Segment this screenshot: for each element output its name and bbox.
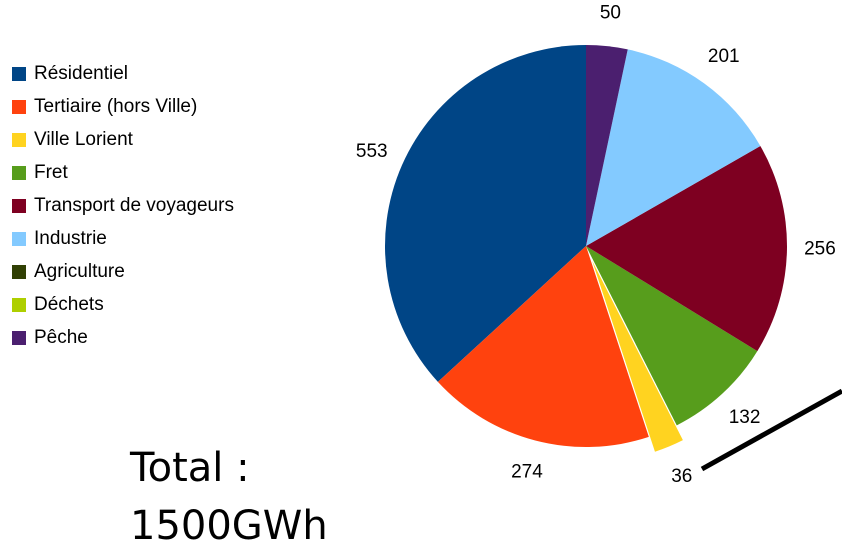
pie-slice	[385, 45, 586, 382]
data-label: 256	[804, 238, 836, 259]
pie-slice	[586, 45, 628, 246]
legend-swatch	[12, 265, 26, 279]
legend-label: Déchets	[34, 294, 104, 315]
pie-slice	[586, 246, 758, 426]
legend-label: Transport de voyageurs	[34, 195, 234, 216]
annotation: 1500GWh	[130, 503, 328, 547]
pie-slice	[437, 246, 649, 447]
legend-swatch	[12, 67, 26, 81]
pie-slice	[586, 145, 787, 352]
data-label: 201	[708, 46, 740, 67]
legend-swatch	[12, 331, 26, 345]
data-label: 132	[729, 407, 761, 428]
data-label: 50	[600, 2, 621, 23]
legend-label: Agriculture	[34, 261, 125, 282]
legend-label: Résidentiel	[34, 63, 128, 84]
annotation: Total :	[129, 445, 250, 491]
legend-swatch	[12, 100, 26, 114]
legend-label: Industrie	[34, 228, 107, 249]
legend-swatch	[12, 298, 26, 312]
legend-swatch	[12, 133, 26, 147]
data-label: 553	[356, 141, 388, 162]
legend-swatch	[12, 232, 26, 246]
legend-label: Fret	[34, 162, 69, 183]
legend-swatch	[12, 166, 26, 180]
legend-label: Pêche	[34, 327, 88, 348]
decor-line	[700, 388, 842, 472]
pie-slice	[586, 49, 761, 247]
data-label: 274	[511, 461, 543, 482]
legend-label: Ville Lorient	[34, 129, 134, 150]
pie-slice	[592, 260, 683, 452]
legend-label: Tertiaire (hors Ville)	[34, 96, 197, 117]
data-label: 36	[671, 466, 692, 487]
legend-swatch	[12, 199, 26, 213]
